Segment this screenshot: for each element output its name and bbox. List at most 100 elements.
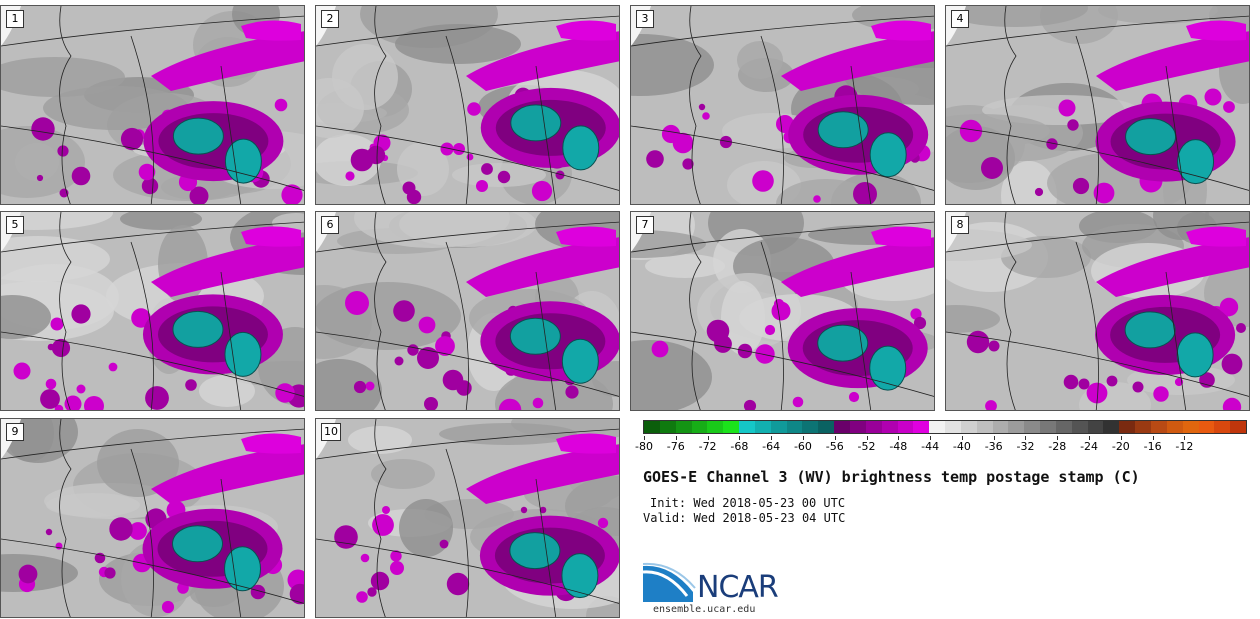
member-number-label: 10 bbox=[321, 423, 341, 441]
colorbar-tick-label: -68 bbox=[730, 440, 749, 453]
colorbar-tick-label: -40 bbox=[952, 440, 971, 453]
colorbar-segment bbox=[960, 421, 977, 433]
colorbar-tick-label: -48 bbox=[889, 440, 908, 453]
colorbar-segment bbox=[1214, 421, 1231, 433]
colorbar-tick-label: -12 bbox=[1175, 440, 1194, 453]
colorbar-segment bbox=[1166, 421, 1183, 433]
valid-time: Valid: Wed 2018-05-23 04 UTC bbox=[643, 511, 846, 525]
colorbar-segment bbox=[1055, 421, 1072, 433]
colorbar-tick-label: -32 bbox=[1016, 440, 1035, 453]
colorbar-tick bbox=[802, 436, 804, 440]
colorbar-tick bbox=[1025, 436, 1027, 440]
member-panel: 2 bbox=[315, 5, 620, 205]
colorbar-tick-label: -80 bbox=[635, 440, 653, 453]
panel-map bbox=[1, 212, 304, 410]
panel-map bbox=[631, 212, 934, 410]
colorbar-tick bbox=[1184, 436, 1186, 440]
member-number-label: 6 bbox=[321, 216, 339, 234]
colorbar-segment bbox=[1119, 421, 1136, 433]
colorbar-tick bbox=[834, 436, 836, 440]
colorbar-segment bbox=[1024, 421, 1041, 433]
colorbar-tick bbox=[1120, 436, 1122, 440]
panel-map bbox=[316, 212, 619, 410]
member-panel: 5 bbox=[0, 211, 305, 411]
member-number-label: 2 bbox=[321, 10, 339, 28]
colorbar-segment bbox=[834, 421, 850, 433]
colorbar-segment bbox=[770, 421, 787, 433]
member-number-label: 8 bbox=[951, 216, 969, 234]
member-panel: 3 bbox=[630, 5, 935, 205]
member-panel: 9 bbox=[0, 418, 305, 618]
colorbar-segment bbox=[945, 421, 961, 433]
colorbar-segment bbox=[723, 421, 740, 433]
colorbar-segment bbox=[659, 421, 676, 433]
colorbar-tick-label: -36 bbox=[984, 440, 1003, 453]
panel-map bbox=[316, 419, 619, 617]
init-time: Init: Wed 2018-05-23 00 UTC bbox=[650, 496, 846, 510]
member-number-label: 1 bbox=[6, 10, 24, 28]
colorbar-tick bbox=[739, 436, 741, 440]
colorbar-tick bbox=[1152, 436, 1154, 440]
ncar-logo-text: NCAR bbox=[697, 570, 779, 605]
colorbar-tick bbox=[898, 436, 900, 440]
member-number-label: 9 bbox=[6, 423, 24, 441]
colorbar-segment bbox=[1151, 421, 1167, 433]
colorbar-tick bbox=[707, 436, 709, 440]
colorbar-segment bbox=[1182, 421, 1199, 433]
member-number-label: 3 bbox=[636, 10, 654, 28]
colorbar-tick-label: -56 bbox=[825, 440, 844, 453]
colorbar-tick-label: -52 bbox=[857, 440, 876, 453]
panel-map bbox=[946, 6, 1249, 204]
colorbar-segment bbox=[1230, 421, 1247, 433]
member-panel: 7 bbox=[630, 211, 935, 411]
panel-map bbox=[316, 6, 619, 204]
colorbar-tick bbox=[1089, 436, 1091, 440]
colorbar-segment bbox=[675, 421, 692, 433]
colorbar-tick-label: -24 bbox=[1080, 440, 1099, 453]
colorbar-tick bbox=[644, 436, 645, 440]
panel-map bbox=[1, 419, 304, 617]
colorbar-tick bbox=[1057, 436, 1059, 440]
plot-title: GOES-E Channel 3 (WV) brightness temp po… bbox=[643, 468, 1140, 486]
member-panel: 10 bbox=[315, 418, 620, 618]
colorbar-segment bbox=[691, 421, 708, 433]
colorbar-segment bbox=[644, 421, 660, 433]
colorbar-segment bbox=[897, 421, 914, 433]
member-panel: 1 bbox=[0, 5, 305, 205]
colorbar-segment bbox=[739, 421, 755, 433]
colorbar bbox=[643, 420, 1247, 434]
colorbar-segment bbox=[818, 421, 835, 433]
colorbar-ticks: -80 -76 -72 -68 -64 -60 -56 -52 -48 -44 -40 -36 -32-… bbox=[635, 436, 1247, 454]
colorbar-segment bbox=[1040, 421, 1056, 433]
colorbar-tick-label: -72 bbox=[698, 440, 717, 453]
colorbar-tick bbox=[866, 436, 868, 440]
panel-map bbox=[631, 6, 934, 204]
member-number-label: 5 bbox=[6, 216, 24, 234]
colorbar-segment bbox=[786, 421, 803, 433]
colorbar-segment bbox=[881, 421, 898, 433]
colorbar-tick-label: -16 bbox=[1143, 440, 1162, 453]
colorbar-tick-label: -20 bbox=[1111, 440, 1130, 453]
colorbar-segment bbox=[754, 421, 771, 433]
member-panel: 6 bbox=[315, 211, 620, 411]
colorbar-segment bbox=[1071, 421, 1088, 433]
colorbar-segment bbox=[913, 421, 930, 433]
member-number-label: 4 bbox=[951, 10, 969, 28]
ncar-url: ensemble.ucar.edu bbox=[653, 604, 756, 615]
colorbar-tick bbox=[675, 436, 677, 440]
member-panel: 8 bbox=[945, 211, 1250, 411]
colorbar-segment bbox=[992, 421, 1009, 433]
colorbar-tick-label: -76 bbox=[666, 440, 685, 453]
colorbar-tick-label: -44 bbox=[921, 440, 940, 453]
member-number-label: 7 bbox=[636, 216, 654, 234]
colorbar-tick bbox=[771, 436, 773, 440]
colorbar-segment bbox=[707, 421, 724, 433]
panel-map bbox=[946, 212, 1249, 410]
colorbar-tick bbox=[961, 436, 963, 440]
colorbar-segment bbox=[929, 421, 946, 433]
ncar-logo-icon bbox=[643, 562, 696, 602]
colorbar-segment bbox=[865, 421, 882, 433]
colorbar-tick-label: -60 bbox=[793, 440, 812, 453]
panel-map bbox=[1, 6, 304, 204]
colorbar-segment bbox=[1087, 421, 1104, 433]
